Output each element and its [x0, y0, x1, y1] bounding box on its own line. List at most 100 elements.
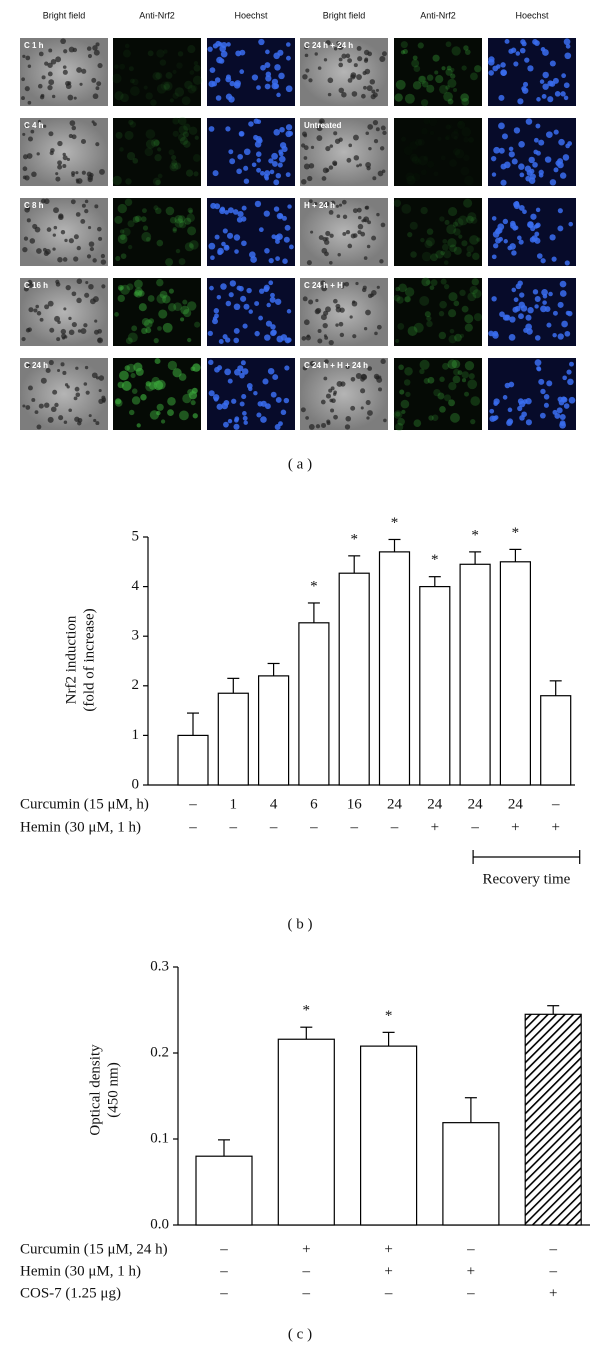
micrograph: [488, 358, 576, 430]
cell: [162, 322, 173, 333]
cell: [357, 56, 363, 62]
bar: [419, 585, 451, 786]
cell: [91, 77, 97, 83]
cell: [381, 169, 386, 174]
nucleus: [534, 335, 541, 341]
cell: [165, 206, 175, 216]
nucleus: [543, 394, 550, 400]
cell: [42, 247, 47, 252]
cell: [141, 231, 152, 242]
cell: [453, 228, 461, 236]
cell: [187, 301, 197, 311]
nucleus: [500, 163, 507, 170]
nucleus: [510, 47, 517, 53]
cell: [193, 171, 199, 177]
nucleus: [259, 171, 265, 176]
cell: [46, 227, 52, 232]
cell: [466, 251, 472, 258]
nucleus: [269, 169, 275, 175]
cell: [345, 53, 351, 59]
nucleus: [535, 222, 541, 228]
micrograph: [393, 358, 482, 431]
cell: [346, 157, 352, 163]
nucleus: [493, 398, 500, 405]
nucleus: [540, 305, 547, 313]
cell: [356, 207, 362, 213]
cell: [351, 300, 358, 307]
nucleus: [213, 397, 219, 402]
cell: [27, 385, 33, 391]
nucleus: [502, 395, 508, 400]
cell: [182, 299, 188, 305]
nucleus: [210, 255, 215, 261]
cell: [50, 59, 57, 65]
nucleus: [549, 60, 556, 67]
cell: [448, 207, 458, 217]
cell: [77, 421, 82, 426]
cell: [187, 45, 196, 54]
cell: [364, 68, 371, 75]
cell: [95, 86, 100, 91]
nucleus: [239, 401, 245, 407]
cell: [97, 226, 102, 232]
cell: [45, 367, 51, 374]
nucleus: [517, 98, 524, 105]
cell: [366, 85, 373, 92]
cell: [64, 238, 68, 243]
column-header: Hoechst: [234, 10, 268, 20]
nucleus: [519, 292, 525, 298]
cell: [183, 308, 192, 318]
nucleus: [532, 39, 538, 45]
cell: [126, 151, 136, 161]
cell: [23, 236, 29, 241]
nucleus: [225, 337, 231, 343]
cell: [134, 289, 143, 298]
cell: [423, 377, 430, 384]
cell: [192, 413, 198, 419]
nucleus: [214, 313, 219, 319]
cell: [147, 295, 155, 302]
nucleus: [276, 212, 284, 220]
nucleus: [208, 359, 214, 366]
nucleus: [542, 49, 549, 56]
cell: [71, 173, 75, 177]
cell: [131, 396, 141, 405]
micrograph: [393, 277, 483, 346]
x-tick-label: 16: [347, 796, 363, 812]
cell: [177, 215, 186, 223]
cell: [71, 134, 77, 140]
cell: [129, 86, 140, 96]
cell: [88, 283, 94, 290]
cell: [30, 129, 35, 134]
nucleus: [273, 128, 281, 136]
cell: [327, 92, 332, 97]
cell: [180, 317, 185, 322]
nucleus: [218, 58, 225, 64]
cell: [453, 300, 460, 307]
cell: [336, 41, 340, 45]
nucleus: [214, 77, 221, 83]
cell: [115, 131, 123, 139]
cell: [75, 171, 79, 175]
cell: [419, 368, 425, 375]
cell: [395, 411, 401, 417]
cell: [85, 390, 90, 395]
nucleus: [557, 208, 563, 214]
nucleus: [498, 94, 505, 101]
image-bg: [207, 358, 295, 430]
y-tick-label: 0.1: [150, 1130, 169, 1146]
cell: [413, 65, 421, 72]
nucleus: [239, 372, 245, 379]
cell: [347, 78, 353, 83]
cell: [178, 258, 186, 265]
x-tick-label: –: [229, 819, 238, 835]
nucleus: [535, 123, 541, 129]
nucleus: [526, 328, 533, 335]
nucleus: [243, 420, 248, 425]
nucleus: [536, 253, 543, 259]
cell: [445, 41, 452, 48]
nucleus: [254, 301, 260, 306]
cell: [449, 244, 457, 253]
cell: [172, 69, 177, 74]
cell: [62, 69, 68, 75]
